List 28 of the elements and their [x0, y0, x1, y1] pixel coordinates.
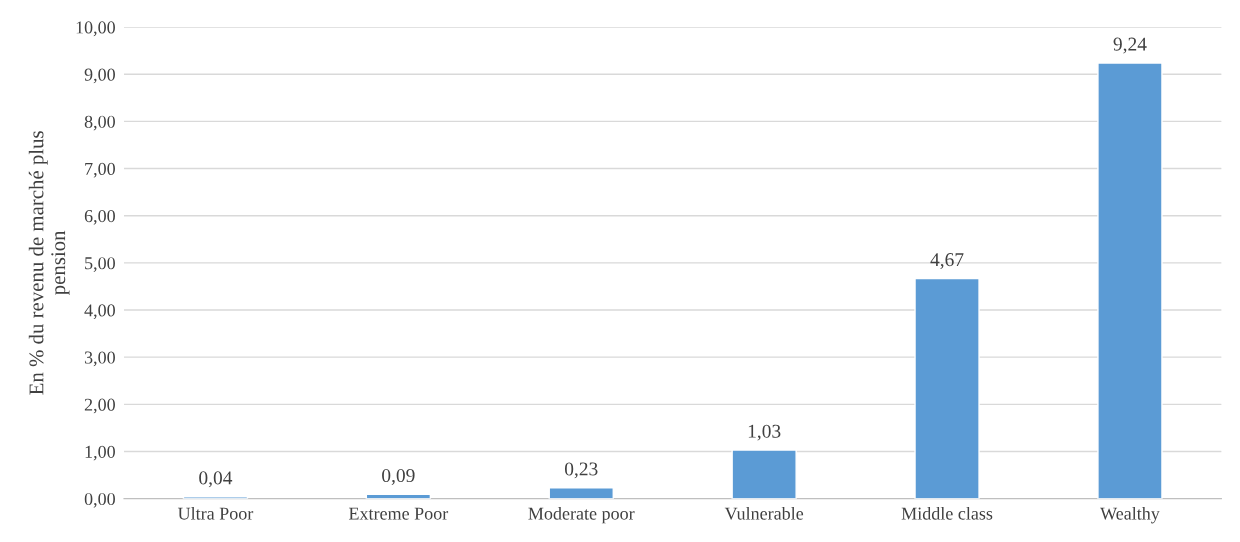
- y-tick-label: 10,00: [76, 21, 115, 37]
- bar: [548, 487, 614, 499]
- x-tick-label: Middle class: [901, 506, 993, 520]
- bar: [731, 449, 797, 499]
- y-tick-label: 4,00: [84, 304, 115, 320]
- data-label: 9,24: [1113, 37, 1147, 54]
- y-tick-label: 6,00: [84, 209, 115, 225]
- y-tick-label: 5,00: [85, 257, 115, 272]
- x-tick-label: Wealthy: [1100, 506, 1160, 524]
- y-tick-label: 8,00: [84, 115, 115, 131]
- x-tick-label: Ultra Poor: [177, 506, 254, 520]
- x-tick-label: Vulnerable: [724, 506, 804, 520]
- bar: [914, 277, 980, 499]
- x-tick-label: Extreme Poor: [348, 507, 449, 520]
- y-tick-label: 7,00: [85, 162, 115, 178]
- data-label: 0,09: [382, 468, 415, 485]
- y-axis-title: En % du revenu de marché plus pension: [28, 131, 70, 395]
- data-label: 4,67: [930, 253, 964, 269]
- y-tick-label: 0,00: [84, 492, 115, 508]
- data-label: 1,03: [748, 424, 781, 441]
- y-tick-label: 3,00: [84, 351, 115, 367]
- bar: [1097, 62, 1163, 499]
- x-tick-label: Moderate poor: [528, 506, 635, 524]
- data-label: 0,23: [564, 462, 598, 479]
- y-tick-label: 1,00: [85, 445, 115, 461]
- y-tick-label: 2,00: [84, 398, 115, 414]
- data-label: 0,04: [199, 471, 233, 488]
- y-tick-label: 9,00: [84, 68, 115, 84]
